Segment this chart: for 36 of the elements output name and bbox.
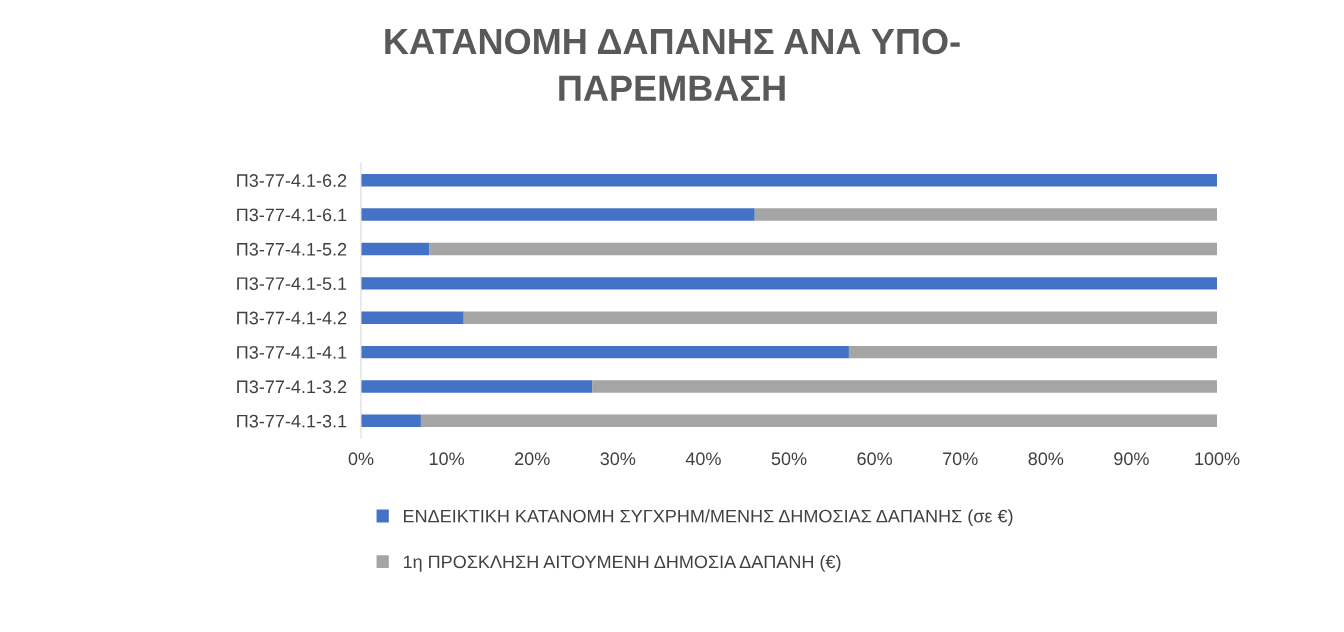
bar [361,277,1217,290]
bar [848,345,1217,359]
x-tick-label: 80% [1028,452,1064,466]
legend-label: ΕΝΔΕΙΚΤΙΚΗ ΚΑΤΑΝΟΜΗ ΣΥΓΧΡΗΜ/ΜΕΝΗΣ ΔΗΜΟΣΙΑΣ ΔΑΠΑΝΗΣ (σε €) [404,509,1013,527]
x-tick-label: 50% [771,452,807,466]
x-tick-label: 100% [1195,452,1240,466]
x-tick-label: 10% [429,452,465,466]
bar [361,242,430,256]
y-tick-label: Π3-77-4.1-5.1 [237,277,347,291]
y-tick-label: Π3-77-4.1-6.1 [237,208,347,222]
bar [592,380,1217,393]
bar [754,208,1217,221]
x-tick-label: 0% [348,452,374,466]
y-tick-label: Π3-77-4.1-6.2 [237,174,347,187]
x-tick-label: 60% [857,452,893,466]
x-tick-label: 40% [685,452,721,466]
y-tick-label: Π3-77-4.1-3.2 [237,380,347,394]
y-tick-label: Π3-77-4.1-4.2 [237,311,347,325]
bar [361,174,1217,187]
bar [463,311,1217,324]
bar [361,414,421,427]
bar [420,414,1217,427]
x-tick-label: 90% [1114,452,1149,466]
x-tick-label: 30% [600,452,636,466]
bar [361,208,755,221]
bar [361,345,849,359]
legend-label: 1η ΠΡΟΣΚΛΗΣΗ ΑΙΤΟΥΜΕΝΗ ΔΗΜΟΣΙΑ ΔΑΠΑΝΗ (€) [403,554,841,572]
y-tick-label: Π3-77-4.1-4.1 [237,346,347,359]
x-tick-label: 70% [943,452,978,466]
bar [361,311,464,324]
bar [429,242,1217,256]
bar [361,380,593,393]
y-tick-label: Π3-77-4.1-3.1 [237,414,347,428]
y-tick-label: Π3-77-4.1-5.2 [237,242,347,256]
chart-title: ΚΑΤΑΝΟΜΗ ΔΑΠΑΝΗΣ ΑΝΑ ΥΠΟ- ΠΑΡΕΜΒΑΣΗ [385,28,960,101]
x-tick-label: 20% [515,452,550,466]
